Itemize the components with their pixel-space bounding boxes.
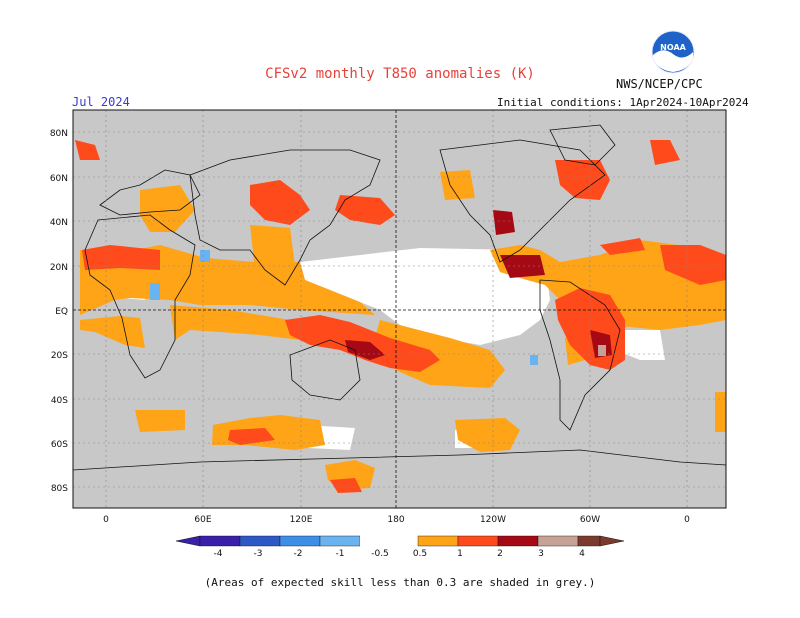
legend-arrow-left [175, 535, 201, 547]
lon-label: 180 [387, 515, 404, 525]
legend-swatch [199, 535, 241, 547]
legend-swatch [360, 536, 400, 546]
noaa-logo-text: NOAA [660, 43, 686, 52]
legend-swatch [239, 535, 281, 547]
map-grid [73, 110, 726, 508]
legend-label: 1 [457, 549, 463, 559]
map-frame [72, 109, 727, 509]
warm-anomaly-brown [598, 345, 606, 356]
legend-label: 2 [497, 549, 503, 559]
legend-label: 4 [579, 549, 585, 559]
noaa-logo: NOAA [651, 30, 695, 74]
legend-label: -0.5 [371, 549, 389, 559]
agency-label: NWS/NCEP/CPC [616, 77, 703, 91]
lon-label: 60W [580, 515, 600, 525]
legend-swatch [319, 535, 361, 547]
anomaly-map: 80N 60N 40N 20N EQ 20S 40S 60S 80S 0 60E… [50, 109, 727, 559]
longitude-labels: 0 60E 120E 180 120W 60W 0 [103, 515, 690, 525]
lon-label: 0 [684, 515, 690, 525]
lat-label: 60S [51, 440, 68, 450]
legend-label: -3 [254, 549, 263, 559]
lat-label: 80N [50, 129, 68, 139]
legend-swatch [457, 535, 499, 547]
lat-label: 40S [51, 396, 68, 406]
lat-label: 20S [51, 351, 68, 361]
latitude-labels: 80N 60N 40N 20N EQ 20S 40S 60S 80S [50, 129, 68, 494]
lon-label: 120E [290, 515, 313, 525]
legend-label: -4 [214, 549, 223, 559]
forecast-month: Jul 2024 [72, 95, 130, 109]
legend-swatch [497, 535, 539, 547]
map-title: CFSv2 monthly T850 anomalies (K) [265, 66, 535, 82]
lon-label: 60E [194, 515, 211, 525]
legend-swatch [537, 535, 579, 547]
lat-label: 20N [50, 263, 68, 273]
legend-label: 0.5 [413, 549, 427, 559]
legend-swatch [577, 535, 601, 547]
lon-label: 0 [103, 515, 109, 525]
lat-label: 80S [51, 484, 68, 494]
initial-conditions: Initial conditions: 1Apr2024-10Apr2024 [497, 96, 749, 109]
legend-label: -1 [336, 549, 345, 559]
cold-anomaly-lightblue [150, 250, 538, 365]
legend-swatch [279, 535, 321, 547]
color-legend: -4 -3 -2 -1 -0.5 0.5 1 2 3 4 [175, 535, 625, 559]
legend-arrow-right [599, 535, 625, 547]
warm-anomaly-darkred [345, 210, 612, 360]
legend-label: -2 [294, 549, 303, 559]
skill-note: (Areas of expected skill less than 0.3 a… [204, 576, 596, 589]
legend-swatch [417, 535, 459, 547]
lat-label: 40N [50, 218, 68, 228]
coastlines [72, 124, 727, 471]
lat-label: EQ [55, 307, 68, 317]
lat-label: 60N [50, 174, 68, 184]
legend-label: 3 [538, 549, 544, 559]
lon-label: 120W [480, 515, 506, 525]
equator-dateline [73, 110, 726, 508]
